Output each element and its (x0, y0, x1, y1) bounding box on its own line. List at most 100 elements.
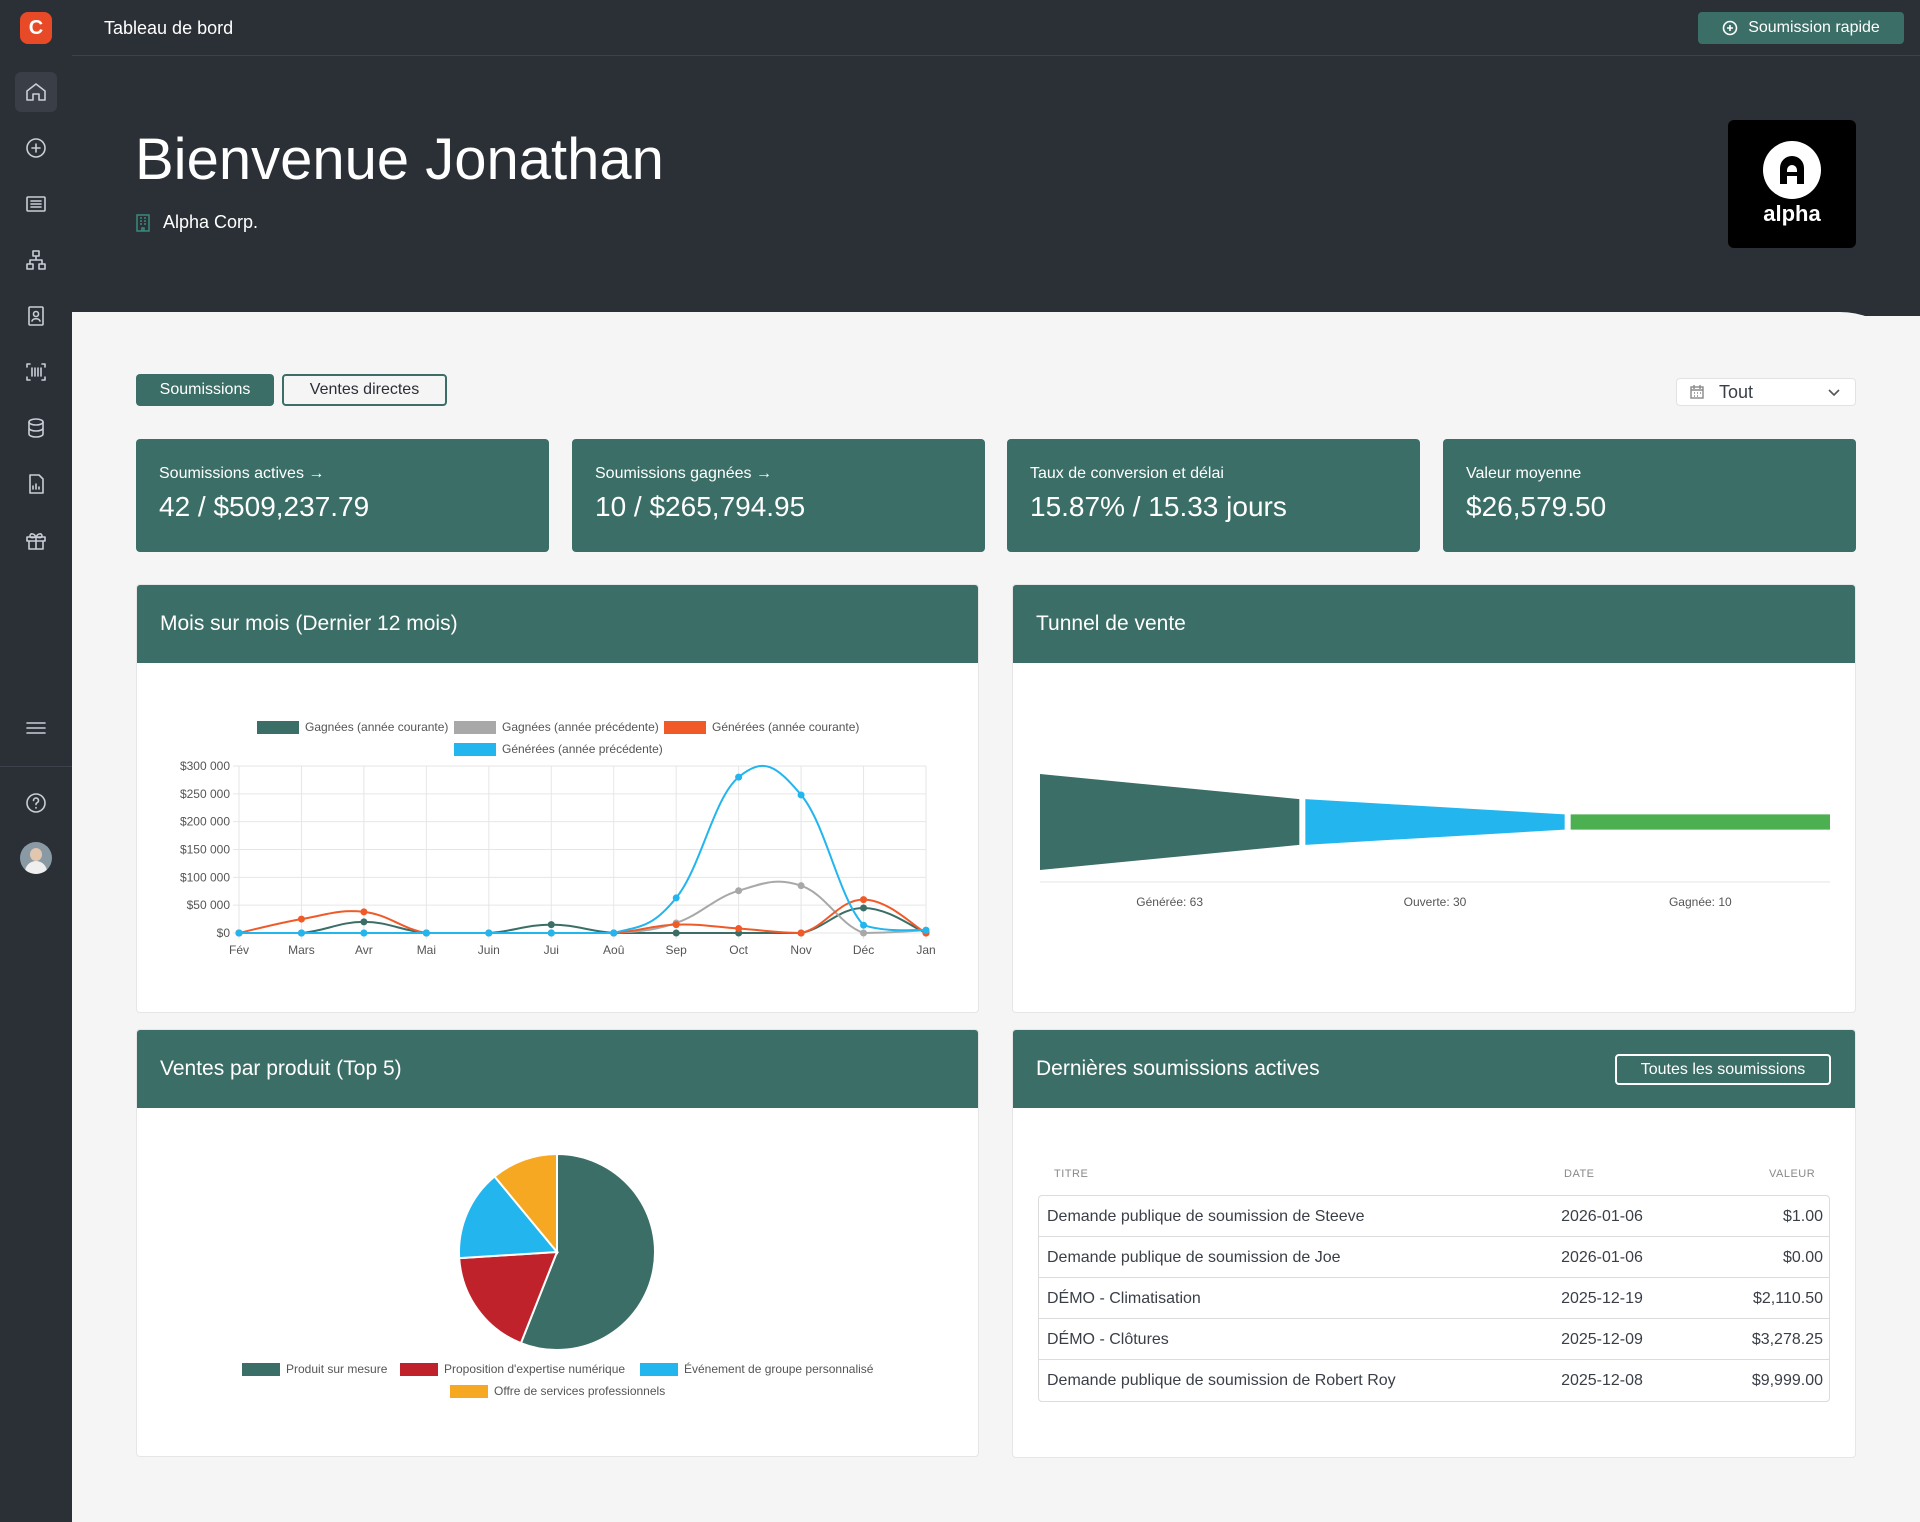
data-point (547, 921, 555, 929)
gift-icon[interactable] (15, 520, 57, 560)
company-label: Alpha Corp. (163, 212, 259, 232)
legend-item[interactable]: Offre de services professionnels (450, 1384, 665, 1398)
table-row[interactable]: DÉMO - Clôtures 2025-12-09 $3,278.25 (1039, 1319, 1829, 1360)
products-pie-chart (458, 1152, 656, 1351)
kpi-value: $26,579.50 (1466, 491, 1607, 522)
legend-item[interactable]: Produit sur mesure (242, 1362, 387, 1376)
x-tick-label: Sep (666, 943, 688, 957)
arrow-right-icon: → (756, 465, 772, 482)
sidebar: C (0, 0, 72, 1522)
quick-submission-label: Soumission rapide (1748, 19, 1880, 36)
column-header-date[interactable]: DATE (1564, 1168, 1595, 1180)
data-point (610, 929, 618, 937)
kpi-value: 15.87% / 15.33 jours (1030, 491, 1287, 522)
data-point (485, 929, 493, 937)
all-submissions-button[interactable]: Toutes les soumissions (1615, 1054, 1831, 1085)
kpi-label: Soumissions actives (159, 465, 304, 482)
top-bar: Tableau de bord Soumission rapide (72, 0, 1920, 56)
welcome-heading: Bienvenue Jonathan (135, 127, 664, 192)
data-point (860, 896, 868, 904)
data-point (360, 908, 368, 916)
period-value: Tout (1719, 381, 1754, 402)
data-point (672, 929, 680, 937)
page-title: Tableau de bord (104, 18, 234, 38)
database-icon[interactable] (15, 408, 57, 448)
report-icon[interactable] (15, 464, 57, 504)
column-header-title[interactable]: TITRE (1054, 1168, 1089, 1180)
building-icon (136, 213, 150, 232)
sitemap-icon[interactable] (15, 240, 57, 280)
card-title: Mois sur mois (Dernier 12 mois) (137, 585, 978, 663)
legend-item[interactable]: Proposition d'expertise numérique (400, 1362, 625, 1376)
submissions-table: Demande publique de soumission de Steeve… (1038, 1195, 1830, 1402)
kpi-value: 10 / $265,794.95 (595, 491, 806, 522)
x-tick-label: Aoû (603, 943, 624, 957)
arrow-right-icon: → (308, 465, 325, 482)
funnel-segment (1040, 774, 1300, 870)
company-name: Alpha Corp. (135, 212, 258, 233)
data-point (547, 929, 555, 937)
app-logo[interactable]: C (20, 12, 52, 44)
x-tick-label: Oct (729, 943, 748, 957)
y-tick-label: $300 000 (180, 759, 230, 773)
kpi-won-submissions[interactable]: Soumissions gagnées → 10 / $265,794.95 (572, 439, 985, 552)
contact-icon[interactable] (15, 296, 57, 336)
barcode-icon[interactable] (15, 352, 57, 392)
company-logo: alpha (1728, 120, 1856, 248)
tab-submissions[interactable]: Soumissions (136, 374, 274, 406)
funnel-label: Ouverte: 30 (1404, 895, 1467, 909)
legend-item[interactable]: Gagnées (année précédente) (454, 720, 659, 734)
kpi-label: Soumissions gagnées (595, 465, 752, 482)
data-point (235, 929, 243, 937)
column-header-value[interactable]: VALEUR (1769, 1168, 1816, 1180)
legend-item[interactable]: Générées (année précédente) (454, 742, 663, 756)
card-title: Tunnel de vente (1013, 585, 1855, 663)
table-row[interactable]: Demande publique de soumission de Steeve… (1039, 1196, 1829, 1237)
data-point (797, 791, 805, 799)
quick-submission-button[interactable]: Soumission rapide (1698, 12, 1904, 44)
latest-submissions-card: Dernières soumissions actives Toutes les… (1012, 1029, 1856, 1458)
plus-circle-icon[interactable] (15, 128, 57, 168)
data-point (860, 929, 868, 937)
card-title: Ventes par produit (Top 5) (137, 1030, 978, 1108)
legend-item[interactable]: Générées (année courante) (664, 720, 859, 734)
calendar-icon (1690, 385, 1704, 399)
data-point (422, 929, 430, 937)
x-tick-label: Avr (355, 943, 373, 957)
y-tick-label: $150 000 (180, 843, 230, 857)
avatar[interactable] (20, 842, 52, 874)
data-point (797, 929, 805, 937)
data-point (672, 921, 680, 929)
list-icon[interactable] (15, 184, 57, 224)
funnel-label: Générée: 63 (1136, 895, 1203, 909)
legend-item[interactable]: Événement de groupe personnalisé (640, 1362, 873, 1376)
hero-banner: Bienvenue Jonathan Alpha Corp. alpha (72, 56, 1920, 316)
pie-slice (458, 1175, 560, 1260)
kpi-active-submissions[interactable]: Soumissions actives → 42 / $509,237.79 (136, 439, 549, 552)
kpi-value: 42 / $509,237.79 (159, 491, 370, 522)
x-tick-label: Juin (478, 943, 500, 957)
home-icon[interactable] (15, 72, 57, 112)
monthly-chart-card: Mois sur mois (Dernier 12 mois) (136, 584, 979, 1013)
x-tick-label: Déc (853, 943, 874, 957)
menu-icon[interactable] (15, 708, 57, 748)
x-tick-label: Mars (288, 943, 315, 957)
brand-name: alpha (1763, 201, 1821, 226)
data-point (672, 894, 680, 902)
period-select[interactable]: Tout (1676, 378, 1856, 406)
y-tick-label: $200 000 (180, 815, 230, 829)
x-tick-label: Fév (229, 943, 249, 957)
y-tick-label: $100 000 (180, 870, 230, 884)
data-point (297, 915, 305, 923)
table-row[interactable]: Demande publique de soumission de Robert… (1047, 1372, 1823, 1389)
sidebar-divider (0, 766, 72, 767)
table-row[interactable]: Demande publique de soumission de Joe 202… (1039, 1237, 1829, 1278)
x-tick-label: Nov (790, 943, 811, 957)
data-point (735, 925, 743, 933)
kpi-average-value: Valeur moyenne $26,579.50 (1443, 439, 1856, 552)
help-icon[interactable] (15, 783, 57, 823)
legend-item[interactable]: Gagnées (année courante) (257, 720, 448, 734)
table-row[interactable]: DÉMO - Climatisation 2025-12-19 $2,110.50 (1039, 1278, 1829, 1319)
kpi-label: Taux de conversion et délai (1030, 465, 1224, 482)
tab-direct-sales[interactable]: Ventes directes (282, 374, 447, 406)
